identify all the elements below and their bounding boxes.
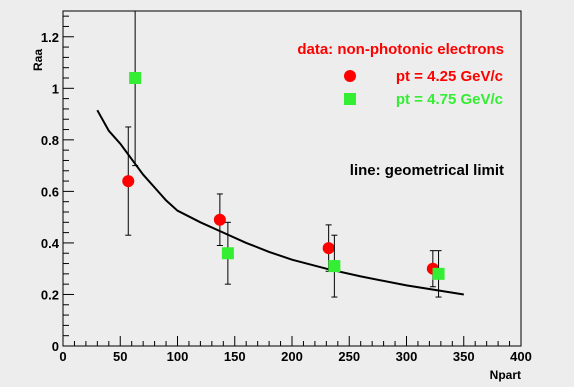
annotation-text: line: geometrical limit bbox=[350, 162, 504, 179]
data-point-green-square bbox=[129, 72, 142, 84]
x-axis-title: Npart bbox=[490, 368, 521, 382]
y-tick-label: 0.4 bbox=[41, 236, 60, 251]
data-point-green-square bbox=[328, 260, 341, 273]
x-tick-label: 400 bbox=[510, 349, 532, 364]
legend-marker-green bbox=[344, 93, 356, 105]
y-tick-label: 1.2 bbox=[41, 30, 59, 45]
data-point-red-circle bbox=[322, 242, 335, 255]
data-point-red-circle bbox=[213, 213, 226, 226]
y-tick-label: 0.6 bbox=[41, 184, 59, 199]
y-tick-label: 0 bbox=[52, 339, 59, 354]
data-marks bbox=[96, 10, 464, 298]
data-point-green-square bbox=[221, 247, 234, 260]
legend-label-green: pt = 4.75 GeV/c bbox=[396, 91, 503, 108]
x-tick-label: 150 bbox=[224, 349, 246, 364]
legend-title: data: non-photonic electrons bbox=[297, 41, 504, 58]
x-tick-label: 200 bbox=[281, 349, 303, 364]
y-tick-label: 0.2 bbox=[41, 287, 59, 302]
data-point-red-circle bbox=[122, 175, 135, 188]
plot-frame bbox=[62, 10, 522, 347]
x-tick-label: 50 bbox=[113, 349, 127, 364]
axes: 0 50 100 150 200 250 300 350 400 0 0.2 0.4 0.6 0.8 1 1.… bbox=[41, 15, 532, 364]
x-tick-label: 250 bbox=[338, 349, 360, 364]
legend-marker-red bbox=[344, 70, 356, 82]
y-tick-label: 0.8 bbox=[41, 133, 59, 148]
y-tick-label: 1 bbox=[52, 81, 59, 96]
x-tick-label: 0 bbox=[59, 349, 66, 364]
legend-label-red: pt = 4.25 GeV/c bbox=[396, 68, 503, 85]
x-tick-label: 100 bbox=[167, 349, 189, 364]
x-tick-label: 350 bbox=[453, 349, 475, 364]
data-point-green-square bbox=[432, 267, 445, 280]
x-tick-label: 300 bbox=[396, 349, 418, 364]
y-axis-title: Raa bbox=[31, 49, 45, 71]
